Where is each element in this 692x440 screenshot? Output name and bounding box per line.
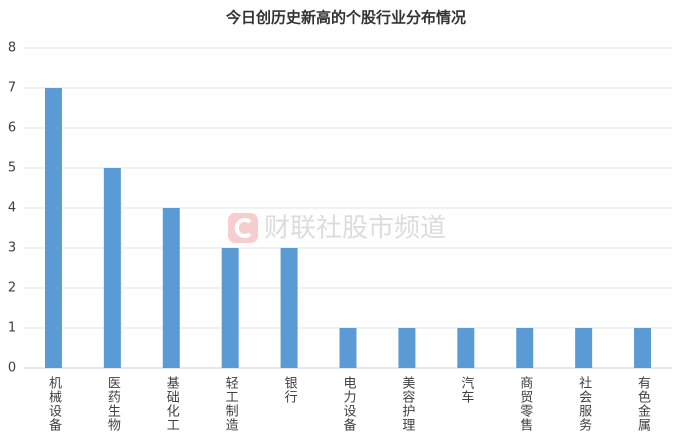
y-tick-label: 0 <box>8 361 16 376</box>
chart-title: 今日创历史新高的个股行业分布情况 <box>225 9 466 27</box>
y-tick-label: 5 <box>8 161 16 176</box>
watermark-logo <box>228 213 258 243</box>
x-tick-label: 机械设备 <box>46 376 62 432</box>
x-tick-label: 医药生物 <box>105 376 121 432</box>
y-tick-label: 3 <box>8 241 16 256</box>
y-tick-label: 6 <box>8 121 16 136</box>
bar <box>103 168 121 368</box>
watermark-text: 财联社股市频道 <box>264 214 446 244</box>
x-tick-label: 电力设备 <box>341 376 357 432</box>
x-tick-label: 银行 <box>282 376 298 404</box>
y-tick-label: 8 <box>8 41 16 56</box>
watermark: 财联社股市频道 <box>228 213 446 244</box>
bar <box>162 208 180 368</box>
x-tick-label: 美容护理 <box>399 376 415 432</box>
bar <box>516 328 534 368</box>
y-tick-label: 1 <box>8 321 16 336</box>
x-tick-label: 轻工制造 <box>223 376 239 432</box>
y-tick-label: 4 <box>8 201 16 216</box>
bar <box>575 328 593 368</box>
bar <box>221 248 239 368</box>
x-tick-label: 有色金属 <box>635 376 651 432</box>
y-tick-label: 7 <box>8 81 16 96</box>
bar <box>280 248 298 368</box>
bar <box>339 328 357 368</box>
x-tick-label: 基础化工 <box>164 376 180 432</box>
bar <box>457 328 475 368</box>
bar <box>44 88 62 368</box>
x-tick-label: 社会服务 <box>576 375 592 432</box>
x-tick-label: 商贸零售 <box>517 376 533 432</box>
watermark-logo-mark <box>234 218 252 238</box>
y-tick-label: 2 <box>8 281 16 296</box>
x-tick-label: 汽车 <box>458 376 474 404</box>
bar <box>634 328 652 368</box>
bar <box>398 328 416 368</box>
